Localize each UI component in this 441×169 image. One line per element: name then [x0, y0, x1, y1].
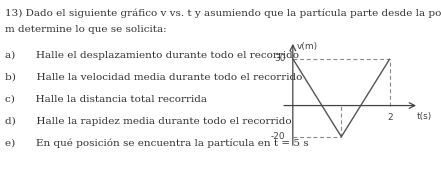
Text: b)  Halle la velocidad media durante todo el recorrido: b) Halle la velocidad media durante todo… — [5, 73, 303, 82]
Text: m determine lo que se solicita:: m determine lo que se solicita: — [5, 25, 167, 33]
Text: 2: 2 — [387, 113, 392, 122]
Text: a)  Halle el desplazamiento durante todo el recorrido: a) Halle el desplazamiento durante todo … — [5, 51, 299, 60]
Text: 30: 30 — [274, 54, 286, 63]
Text: t(s): t(s) — [416, 112, 432, 121]
Text: e)  En qué posición se encuentra la partícula en t = 5 s: e) En qué posición se encuentra la partí… — [5, 139, 309, 148]
Text: 13) Dado el siguiente gráfico v vs. t y asumiendo que la partícula parte desde l: 13) Dado el siguiente gráfico v vs. t y … — [5, 8, 441, 18]
Text: -20: -20 — [271, 132, 286, 141]
Text: c)  Halle la distancia total recorrida: c) Halle la distancia total recorrida — [5, 95, 207, 104]
Text: d)  Halle la rapidez media durante todo el recorrido: d) Halle la rapidez media durante todo e… — [5, 117, 292, 126]
Text: v(m): v(m) — [297, 42, 318, 51]
